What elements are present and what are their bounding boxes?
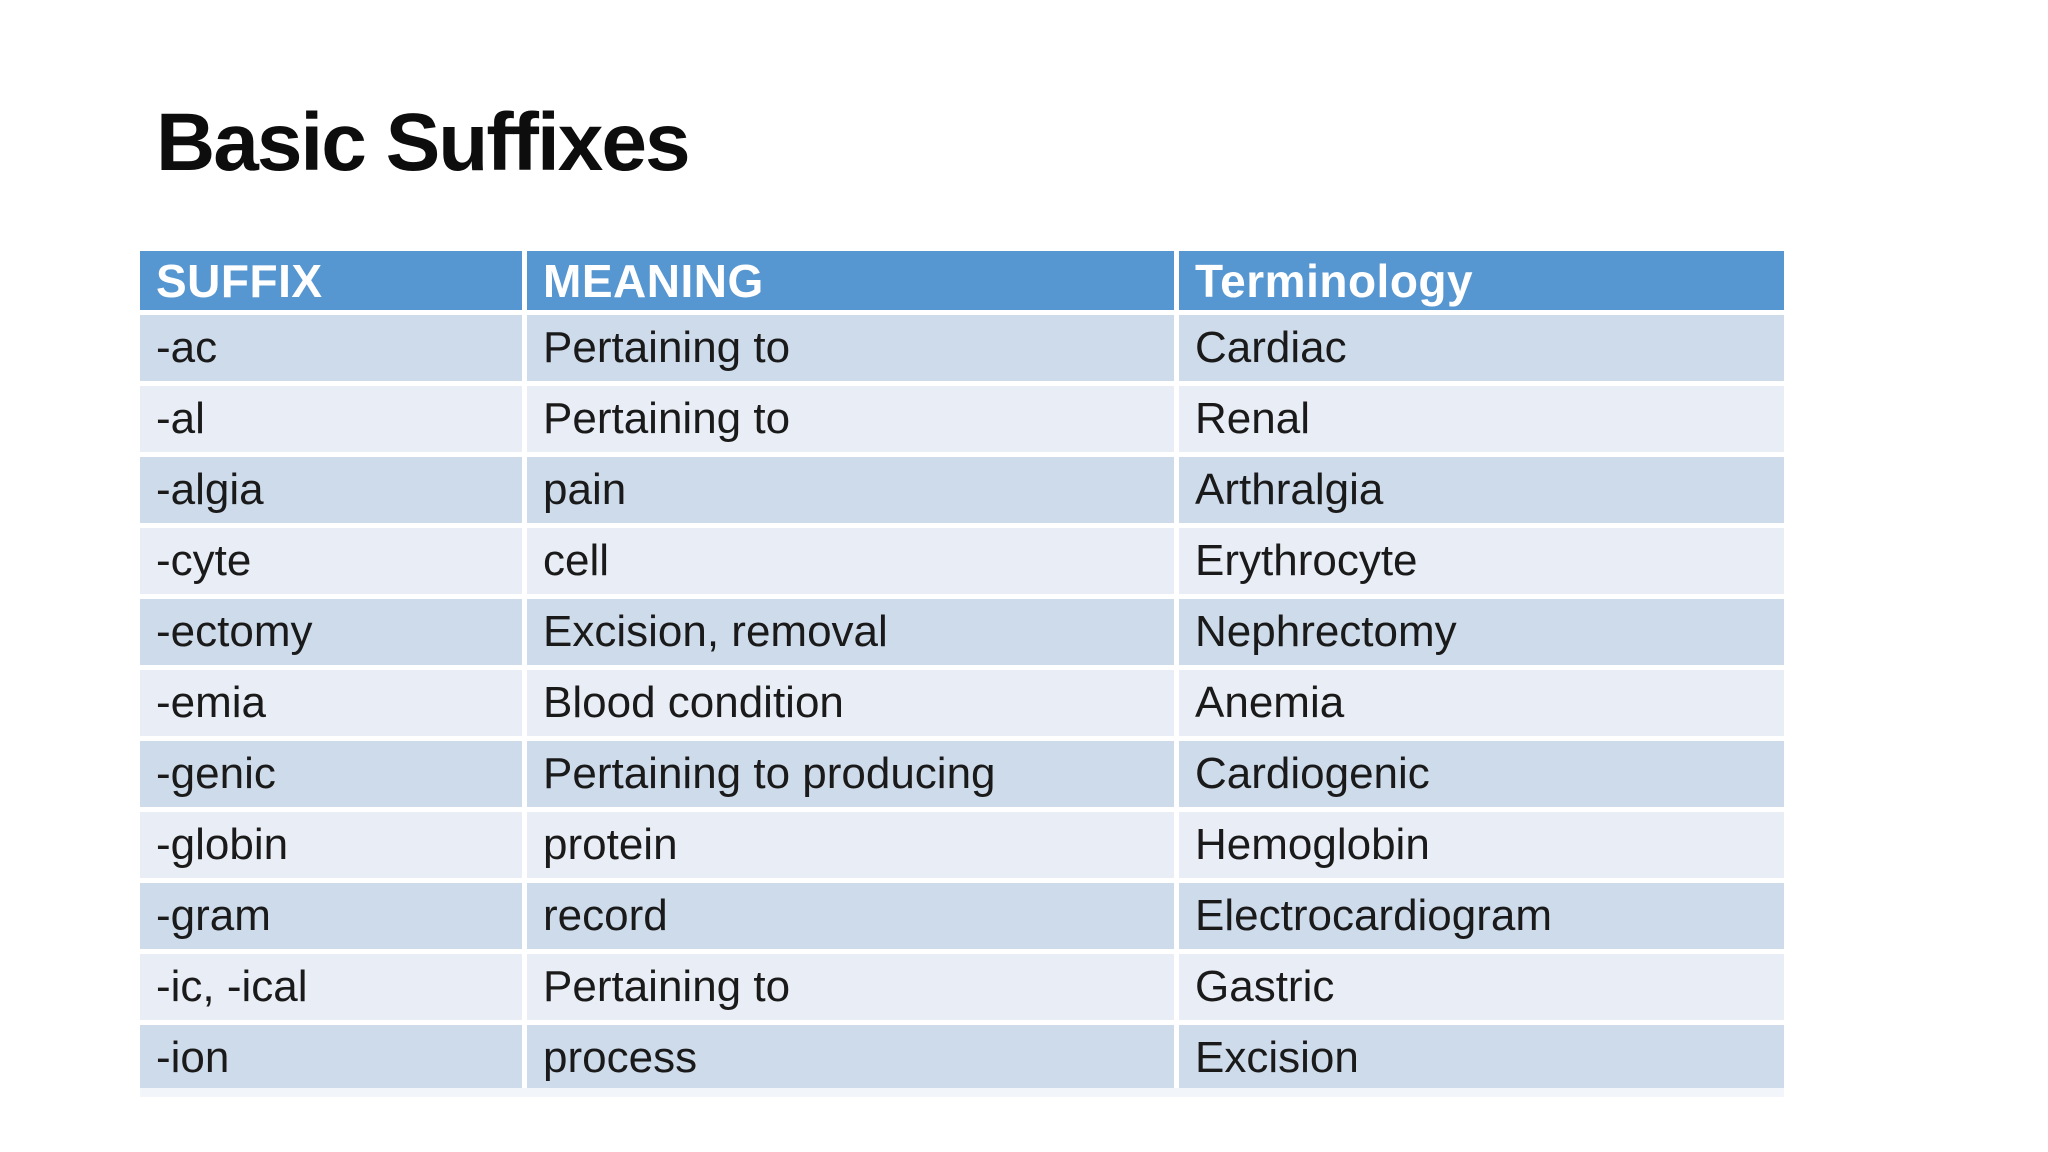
cell-terminology: Renal bbox=[1179, 386, 1784, 452]
table-bottom-edge bbox=[140, 1088, 1784, 1097]
cell-terminology: Anemia bbox=[1179, 670, 1784, 736]
cell-suffix: -cyte bbox=[140, 528, 522, 594]
cell-terminology: Nephrectomy bbox=[1179, 599, 1784, 665]
cell-meaning: process bbox=[527, 1025, 1174, 1091]
cell-terminology: Cardiogenic bbox=[1179, 741, 1784, 807]
cell-suffix: -ac bbox=[140, 315, 522, 381]
cell-suffix: -globin bbox=[140, 812, 522, 878]
cell-suffix: -ic, -ical bbox=[140, 954, 522, 1020]
cell-meaning: record bbox=[527, 883, 1174, 949]
cell-terminology: Hemoglobin bbox=[1179, 812, 1784, 878]
cell-meaning: Pertaining to bbox=[527, 954, 1174, 1020]
cell-meaning: Excision, removal bbox=[527, 599, 1174, 665]
cell-meaning: Pertaining to bbox=[527, 315, 1174, 381]
cell-suffix: -al bbox=[140, 386, 522, 452]
cell-terminology: Erythrocyte bbox=[1179, 528, 1784, 594]
cell-suffix: -genic bbox=[140, 741, 522, 807]
page-title: Basic Suffixes bbox=[156, 97, 691, 188]
cell-terminology: Electrocardiogram bbox=[1179, 883, 1784, 949]
cell-suffix: -gram bbox=[140, 883, 522, 949]
cell-meaning: Pertaining to bbox=[527, 386, 1174, 452]
column-header-suffix: SUFFIX bbox=[140, 251, 522, 310]
cell-terminology: Excision bbox=[1179, 1025, 1784, 1091]
cell-terminology: Gastric bbox=[1179, 954, 1784, 1020]
cell-terminology: Arthralgia bbox=[1179, 457, 1784, 523]
suffix-table: SUFFIX MEANING Terminology -ac Pertainin… bbox=[140, 251, 1784, 1091]
cell-suffix: -ion bbox=[140, 1025, 522, 1091]
column-header-terminology: Terminology bbox=[1179, 251, 1784, 310]
cell-meaning: protein bbox=[527, 812, 1174, 878]
cell-suffix: -algia bbox=[140, 457, 522, 523]
cell-meaning: Pertaining to producing bbox=[527, 741, 1174, 807]
cell-suffix: -ectomy bbox=[140, 599, 522, 665]
cell-meaning: Blood condition bbox=[527, 670, 1174, 736]
cell-meaning: pain bbox=[527, 457, 1174, 523]
column-header-meaning: MEANING bbox=[527, 251, 1174, 310]
cell-suffix: -emia bbox=[140, 670, 522, 736]
cell-meaning: cell bbox=[527, 528, 1174, 594]
cell-terminology: Cardiac bbox=[1179, 315, 1784, 381]
